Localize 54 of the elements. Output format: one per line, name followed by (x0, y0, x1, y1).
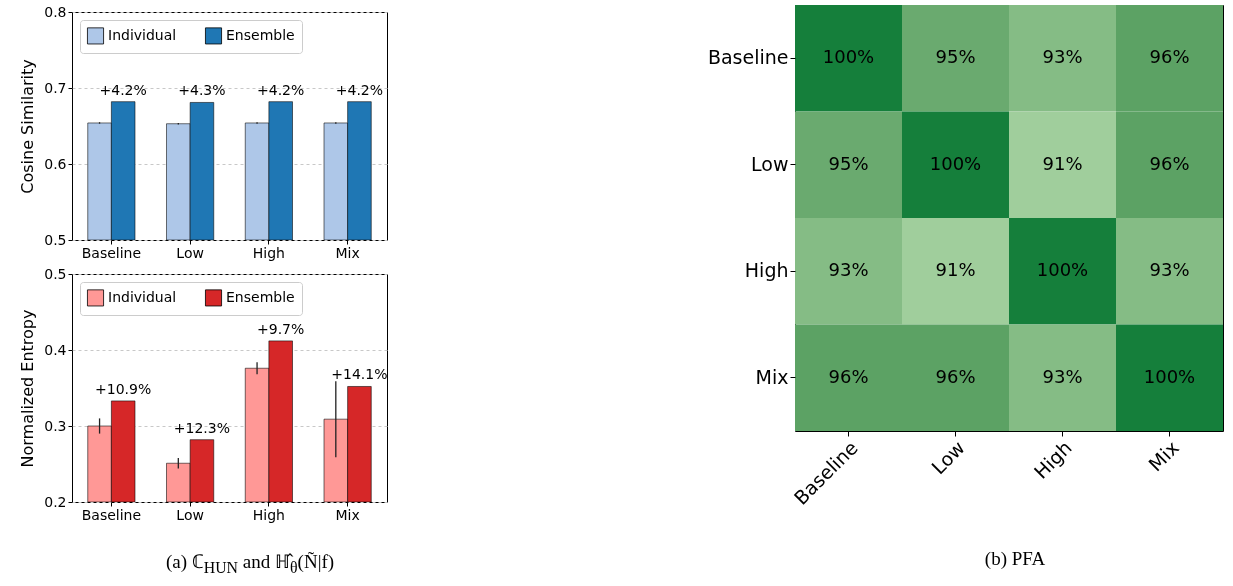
data-label: 100% (929, 152, 982, 174)
y-axis-title: Normalized Entropy (18, 309, 38, 468)
y-tick-label: 0.2 (44, 493, 67, 510)
legend-label: Ensemble (226, 288, 295, 305)
annotation: +14.1% (331, 366, 388, 383)
legend-label: Ensemble (226, 26, 295, 43)
x-tick-label: High (252, 506, 285, 523)
data-label: 96% (1149, 46, 1190, 68)
y-axis-title: Cosine Similarity (18, 59, 38, 194)
legend-label: Individual (108, 26, 177, 43)
x-tick-label: High (252, 244, 285, 261)
legend-label: Individual (108, 288, 177, 305)
y-tick-label: Low (751, 152, 789, 175)
annotation: +4.2% (335, 81, 384, 98)
data-label: 100% (1143, 365, 1196, 387)
data-label: 91% (1042, 152, 1083, 174)
y-tick-label: 0.5 (44, 231, 67, 248)
y-tick-label: Baseline (707, 46, 789, 69)
y-tick-label: 0.6 (44, 155, 67, 172)
x-tick-label: Baseline (81, 506, 142, 523)
data-label: 93% (1042, 46, 1083, 68)
annotation: +4.3% (178, 82, 226, 99)
text: (a) ℂ$_{HUN}$ and ℍ̂$_{θ}$(Ñ|f) (164, 550, 336, 577)
data-label: 93% (828, 259, 869, 281)
data-label: 100% (1036, 259, 1089, 281)
y-tick-label: Mix (755, 365, 789, 388)
data-label: 96% (828, 365, 869, 387)
data-label: 93% (1042, 365, 1083, 387)
data-label: 100% (822, 46, 875, 68)
data-label: 91% (935, 259, 976, 281)
data-label: 95% (828, 152, 869, 174)
x-tick-label: Mix (335, 244, 360, 261)
data-label: 95% (935, 46, 976, 68)
y-tick-label: 0.3 (44, 417, 67, 434)
annotation: +9.7% (257, 320, 305, 337)
y-tick-label: High (744, 259, 789, 282)
text: (b) PFA (983, 548, 1047, 570)
y-tick-label: 0.8 (44, 3, 67, 20)
x-tick-label: Low (926, 436, 969, 479)
y-tick-label: 0.5 (44, 265, 67, 282)
x-tick-label: Low (176, 506, 204, 523)
x-tick-label: Mix (335, 506, 360, 523)
x-tick-label: Mix (1144, 436, 1183, 476)
annotation: +4.2% (99, 81, 147, 98)
annotation: +10.9% (95, 380, 152, 397)
annotation: +12.3% (173, 419, 231, 436)
data-label: 96% (935, 365, 976, 387)
annotation: +4.2% (257, 81, 305, 98)
data-label: 96% (1149, 152, 1190, 174)
y-tick-label: 0.4 (44, 341, 67, 358)
x-tick-label: Baseline (81, 244, 142, 261)
x-tick-label: Low (176, 244, 204, 261)
data-label: 93% (1149, 259, 1190, 281)
y-tick-label: 0.7 (44, 79, 67, 96)
